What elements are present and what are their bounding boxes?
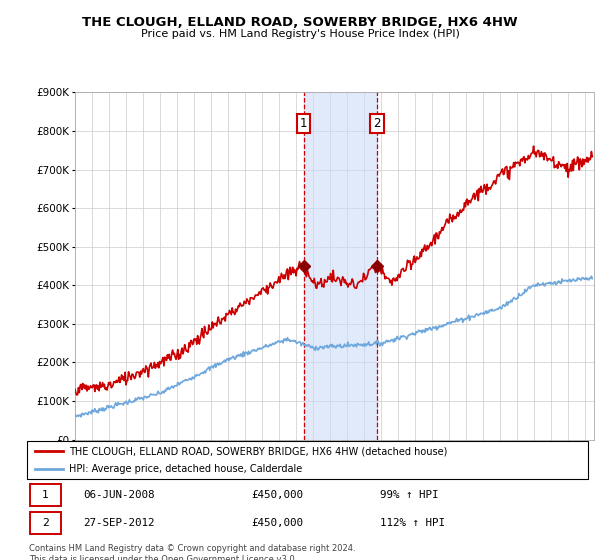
FancyBboxPatch shape [30, 484, 61, 506]
Text: 112% ↑ HPI: 112% ↑ HPI [380, 518, 445, 528]
Text: THE CLOUGH, ELLAND ROAD, SOWERBY BRIDGE, HX6 4HW: THE CLOUGH, ELLAND ROAD, SOWERBY BRIDGE,… [82, 16, 518, 29]
Text: £450,000: £450,000 [251, 518, 304, 528]
Text: THE CLOUGH, ELLAND ROAD, SOWERBY BRIDGE, HX6 4HW (detached house): THE CLOUGH, ELLAND ROAD, SOWERBY BRIDGE,… [69, 446, 448, 456]
Text: £450,000: £450,000 [251, 490, 304, 500]
Text: 2: 2 [42, 518, 49, 528]
Text: 99% ↑ HPI: 99% ↑ HPI [380, 490, 439, 500]
Text: 1: 1 [300, 117, 307, 130]
Text: HPI: Average price, detached house, Calderdale: HPI: Average price, detached house, Cald… [69, 464, 302, 474]
Text: 27-SEP-2012: 27-SEP-2012 [83, 518, 155, 528]
FancyBboxPatch shape [27, 441, 588, 479]
Text: 1: 1 [42, 490, 49, 500]
Text: 06-JUN-2008: 06-JUN-2008 [83, 490, 155, 500]
Text: 2: 2 [373, 117, 380, 130]
Text: Contains HM Land Registry data © Crown copyright and database right 2024.
This d: Contains HM Land Registry data © Crown c… [29, 544, 355, 560]
Bar [304, 92, 377, 440]
Text: Price paid vs. HM Land Registry's House Price Index (HPI): Price paid vs. HM Land Registry's House … [140, 29, 460, 39]
FancyBboxPatch shape [30, 512, 61, 534]
